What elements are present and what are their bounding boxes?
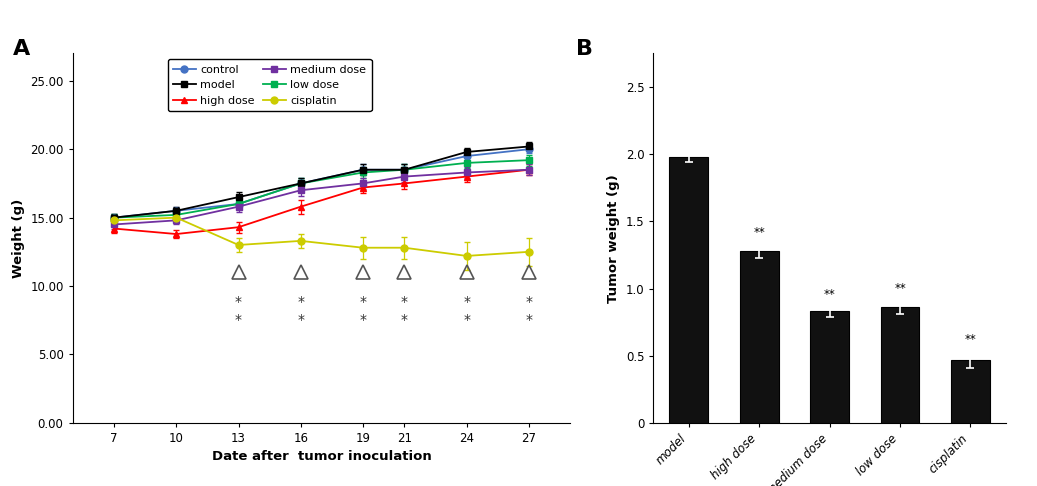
Text: *: *	[401, 313, 408, 327]
Text: *: *	[401, 295, 408, 310]
Y-axis label: Weight (g): Weight (g)	[11, 198, 25, 278]
Text: *: *	[235, 313, 242, 327]
Bar	[951, 360, 990, 423]
Bar	[739, 251, 779, 423]
X-axis label: Date after  tumor inoculation: Date after tumor inoculation	[212, 451, 431, 464]
Text: *: *	[526, 313, 532, 327]
Text: **: **	[823, 288, 836, 301]
Text: *: *	[360, 313, 366, 327]
Bar	[810, 312, 849, 423]
Text: **: **	[894, 282, 906, 295]
Text: *: *	[464, 295, 470, 310]
Bar	[880, 307, 920, 423]
Y-axis label: Tumor weight (g): Tumor weight (g)	[607, 174, 620, 302]
Text: A: A	[12, 39, 30, 59]
Text: *: *	[298, 295, 304, 310]
Text: *: *	[464, 313, 470, 327]
Bar	[669, 157, 708, 423]
Text: *: *	[526, 295, 532, 310]
Text: *: *	[360, 295, 366, 310]
Text: *: *	[298, 313, 304, 327]
Text: **: **	[964, 333, 977, 346]
Legend: control, model, high dose, medium dose, low dose, cisplatin: control, model, high dose, medium dose, …	[168, 59, 371, 111]
Text: **: **	[753, 226, 765, 239]
Text: *: *	[235, 295, 242, 310]
Text: B: B	[576, 39, 593, 59]
